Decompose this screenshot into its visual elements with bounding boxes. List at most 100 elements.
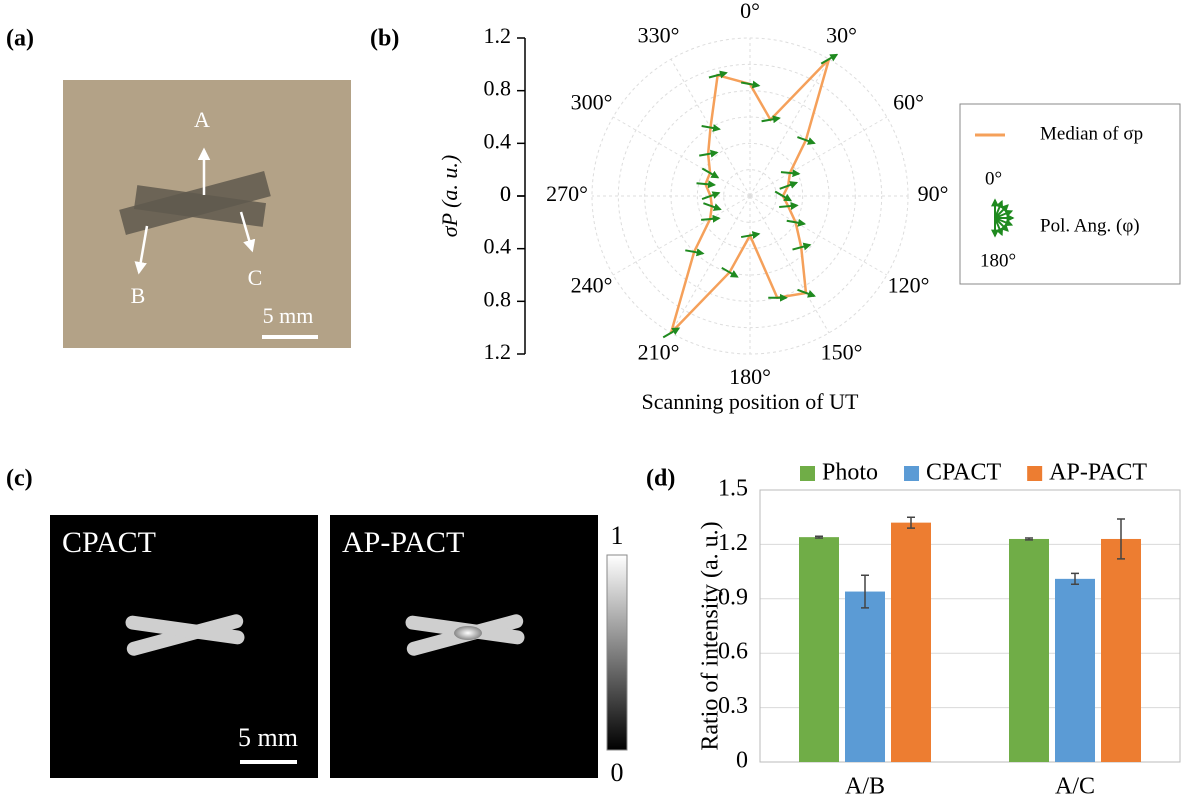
colorbar bbox=[606, 554, 628, 751]
theta-tick-label: 300° bbox=[571, 90, 613, 115]
bar bbox=[1055, 578, 1095, 762]
pol-arrow bbox=[779, 202, 799, 210]
theta-tick-label: 180° bbox=[729, 364, 771, 389]
bar bbox=[1009, 538, 1049, 762]
y-tick-label: 0 bbox=[736, 748, 748, 774]
grid-spoke bbox=[749, 58, 830, 197]
theta-tick-label: 270° bbox=[546, 181, 588, 206]
plot-frame bbox=[759, 489, 1181, 763]
scale-bar-label: 5 mm bbox=[263, 303, 314, 328]
legend-label: 180° bbox=[980, 250, 1016, 271]
r-tick-label: 0 bbox=[500, 181, 511, 206]
scale-bar-label: 5 mm bbox=[238, 723, 298, 752]
error-bar bbox=[815, 535, 823, 539]
grid-spoke bbox=[749, 195, 830, 334]
reconstructions: CPACT AP-PACT 5 mm 1 0 bbox=[50, 515, 628, 787]
theta-tick-label: 0° bbox=[740, 0, 760, 23]
pol-arrow bbox=[797, 136, 816, 145]
pol-arrow bbox=[792, 242, 812, 251]
legend-arrow bbox=[994, 217, 1009, 232]
panel-label: (b) bbox=[370, 26, 399, 52]
legend-label: CPACT bbox=[926, 460, 1001, 486]
pol-arrow bbox=[740, 80, 761, 89]
grid-circle bbox=[644, 90, 856, 302]
r-tick-label: 0.4 bbox=[484, 128, 512, 153]
pol-arrow bbox=[703, 202, 722, 211]
legend-label: Photo bbox=[822, 460, 878, 486]
error-bar bbox=[1025, 537, 1033, 541]
theta-tick-label: 60° bbox=[893, 90, 924, 115]
legend-swatch bbox=[904, 466, 920, 481]
theta-tick-label: 240° bbox=[571, 273, 613, 298]
legend-swatch bbox=[1027, 466, 1043, 481]
pol-arrow bbox=[699, 149, 719, 158]
pol-arrow bbox=[779, 181, 799, 190]
legend-label: AP-PACT bbox=[1049, 460, 1147, 486]
theta-tick-label: 210° bbox=[638, 340, 680, 365]
x-tick-label: A/B bbox=[845, 774, 885, 800]
pol-arrow bbox=[820, 53, 839, 65]
legend-arrow bbox=[994, 204, 1009, 219]
pol-arrow bbox=[701, 191, 721, 201]
legend-arrow bbox=[994, 217, 1004, 237]
grid-spoke bbox=[749, 116, 888, 197]
photo: A B C 5 mm bbox=[63, 80, 351, 348]
arrow bbox=[134, 225, 149, 275]
x-tick-label: A/C bbox=[1055, 774, 1095, 800]
pol-arrow bbox=[721, 266, 739, 278]
legend-label: Median of σp bbox=[1040, 123, 1143, 144]
y-tick-label: 1.5 bbox=[718, 476, 748, 502]
colorbar-label: 1 bbox=[611, 521, 624, 550]
bar bbox=[799, 537, 839, 762]
bar bbox=[1101, 538, 1141, 762]
theta-tick-label: 30° bbox=[826, 23, 857, 48]
pol-arrow bbox=[797, 288, 816, 298]
strip bbox=[133, 185, 267, 227]
image bbox=[50, 515, 318, 778]
pol-arrow bbox=[780, 169, 801, 178]
pol-arrow bbox=[685, 248, 705, 257]
pol-arrow bbox=[701, 214, 721, 223]
legend-label: Pol. Ang. (φ) bbox=[1040, 215, 1140, 236]
error-bar bbox=[1117, 518, 1125, 560]
panel-label: (c) bbox=[6, 466, 33, 492]
error-bar bbox=[907, 516, 915, 529]
colorbar-label: 0 bbox=[611, 758, 624, 787]
theta-tick-label: 150° bbox=[821, 340, 863, 365]
y-axis-label: σP (a. u.) bbox=[437, 155, 462, 238]
legend-label: 0° bbox=[985, 168, 1002, 189]
bar bbox=[845, 591, 885, 762]
theta-tick-label: 330° bbox=[638, 23, 680, 48]
pol-arrow bbox=[701, 124, 721, 132]
r-tick-label: 1.2 bbox=[484, 23, 512, 48]
legend-swatch bbox=[800, 466, 815, 481]
legend-arrow bbox=[994, 209, 1014, 219]
r-tick-label: 0.4 bbox=[484, 234, 512, 259]
panel-label: (d) bbox=[646, 466, 675, 492]
panel-label: (a) bbox=[6, 26, 34, 52]
photo-label: C bbox=[248, 265, 263, 290]
y-tick-label: 1.2 bbox=[718, 530, 748, 556]
r-tick-label: 0.8 bbox=[484, 286, 512, 311]
image-title: CPACT bbox=[62, 526, 156, 559]
pol-arrow bbox=[740, 231, 761, 239]
y-tick-label: 0.3 bbox=[718, 693, 748, 719]
grid-circle bbox=[696, 142, 804, 250]
error-bar bbox=[1071, 572, 1079, 586]
theta-tick-label: 90° bbox=[918, 181, 949, 206]
y-axis-label: Ratio of intensity (a. u.) bbox=[698, 521, 724, 750]
image-title: AP-PACT bbox=[342, 526, 464, 559]
pol-arrow bbox=[662, 327, 681, 339]
grid-spoke bbox=[612, 116, 751, 197]
pol-arrow bbox=[708, 70, 728, 79]
highlight bbox=[454, 626, 482, 640]
y-tick-label: 0.9 bbox=[718, 584, 748, 610]
pol-arrow bbox=[696, 180, 717, 189]
pol-arrow bbox=[761, 115, 781, 124]
r-tick-label: 0.8 bbox=[484, 76, 512, 101]
error-bar bbox=[861, 574, 869, 609]
pol-arrow bbox=[774, 190, 793, 202]
photo-label: A bbox=[194, 107, 210, 132]
photo-label: B bbox=[131, 283, 146, 308]
